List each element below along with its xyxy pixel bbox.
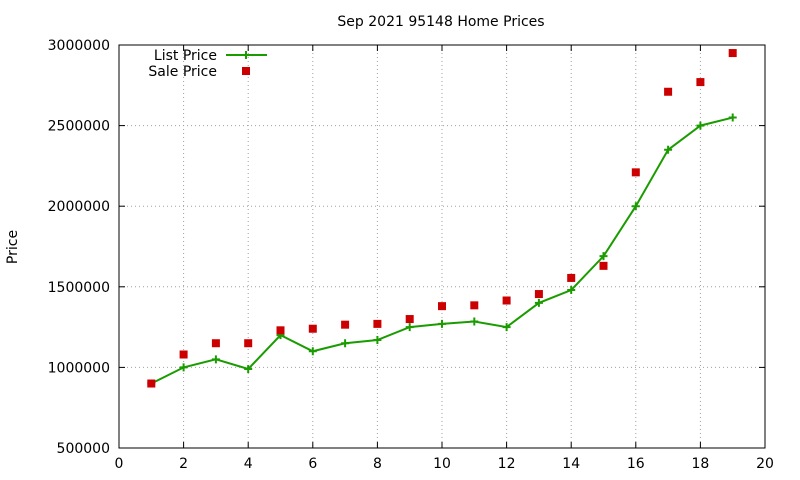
data-point bbox=[534, 290, 543, 299]
data-point bbox=[631, 168, 640, 177]
data-point bbox=[308, 324, 317, 333]
data-point bbox=[567, 286, 576, 295]
y-tick-label: 2000000 bbox=[48, 199, 110, 215]
y-tick-label: 1500000 bbox=[48, 280, 110, 296]
data-point bbox=[438, 302, 446, 311]
data-point bbox=[373, 335, 382, 344]
x-tick-label: 0 bbox=[115, 456, 124, 472]
data-point bbox=[470, 317, 479, 326]
x-tick-label: 12 bbox=[498, 456, 516, 472]
data-point bbox=[244, 339, 253, 348]
data-point bbox=[534, 298, 543, 307]
legend-marker-swatch bbox=[242, 67, 250, 75]
x-tick-label: 2 bbox=[179, 456, 188, 472]
data-point bbox=[599, 261, 608, 270]
x-tick-label: 20 bbox=[756, 456, 774, 472]
data-point bbox=[502, 296, 511, 305]
data-point bbox=[373, 319, 382, 328]
data-point bbox=[179, 350, 188, 359]
data-point bbox=[211, 339, 220, 348]
data-point bbox=[599, 252, 608, 261]
data-point bbox=[438, 319, 446, 328]
data-point bbox=[276, 326, 285, 335]
data-point bbox=[211, 355, 220, 364]
series-list-price bbox=[147, 113, 737, 388]
data-point bbox=[341, 339, 350, 348]
legend-marker-swatch bbox=[242, 51, 250, 59]
x-tick-label: 18 bbox=[691, 456, 709, 472]
data-point bbox=[696, 121, 705, 130]
x-tick-label: 14 bbox=[562, 456, 580, 472]
data-point bbox=[470, 301, 479, 310]
series-sale-price bbox=[147, 49, 737, 388]
y-tick-label: 500000 bbox=[57, 441, 110, 457]
data-point bbox=[728, 49, 737, 58]
data-point bbox=[244, 365, 253, 374]
data-point bbox=[341, 320, 350, 329]
data-point bbox=[308, 347, 317, 356]
data-point bbox=[405, 323, 414, 332]
data-point bbox=[502, 323, 511, 332]
data-point bbox=[631, 202, 640, 211]
x-tick-label: 16 bbox=[627, 456, 645, 472]
series-layer bbox=[147, 49, 737, 388]
chart-title: Sep 2021 95148 Home Prices bbox=[337, 14, 544, 30]
data-point bbox=[179, 363, 188, 372]
data-point bbox=[728, 113, 737, 122]
data-point bbox=[567, 273, 576, 282]
x-tick-label: 4 bbox=[244, 456, 253, 472]
y-tick-label: 2500000 bbox=[48, 119, 110, 135]
data-point bbox=[664, 145, 673, 154]
y-tick-label: 1000000 bbox=[48, 360, 110, 376]
x-tick-label: 8 bbox=[373, 456, 382, 472]
grid bbox=[119, 45, 765, 448]
x-tick-label: 6 bbox=[308, 456, 317, 472]
data-point bbox=[696, 78, 705, 87]
axes: 0 2 4 6 8 10 12 14 16 18 20 500000 1000000 1500000 200… bbox=[48, 38, 774, 472]
data-point bbox=[147, 379, 156, 388]
y-axis-label: Price bbox=[5, 230, 21, 264]
legend-label: List Price bbox=[154, 48, 217, 64]
data-point bbox=[405, 315, 414, 324]
legend-label: Sale Price bbox=[148, 64, 217, 80]
x-tick-label: 10 bbox=[433, 456, 451, 472]
y-tick-label: 3000000 bbox=[48, 38, 110, 54]
data-point bbox=[664, 87, 673, 96]
